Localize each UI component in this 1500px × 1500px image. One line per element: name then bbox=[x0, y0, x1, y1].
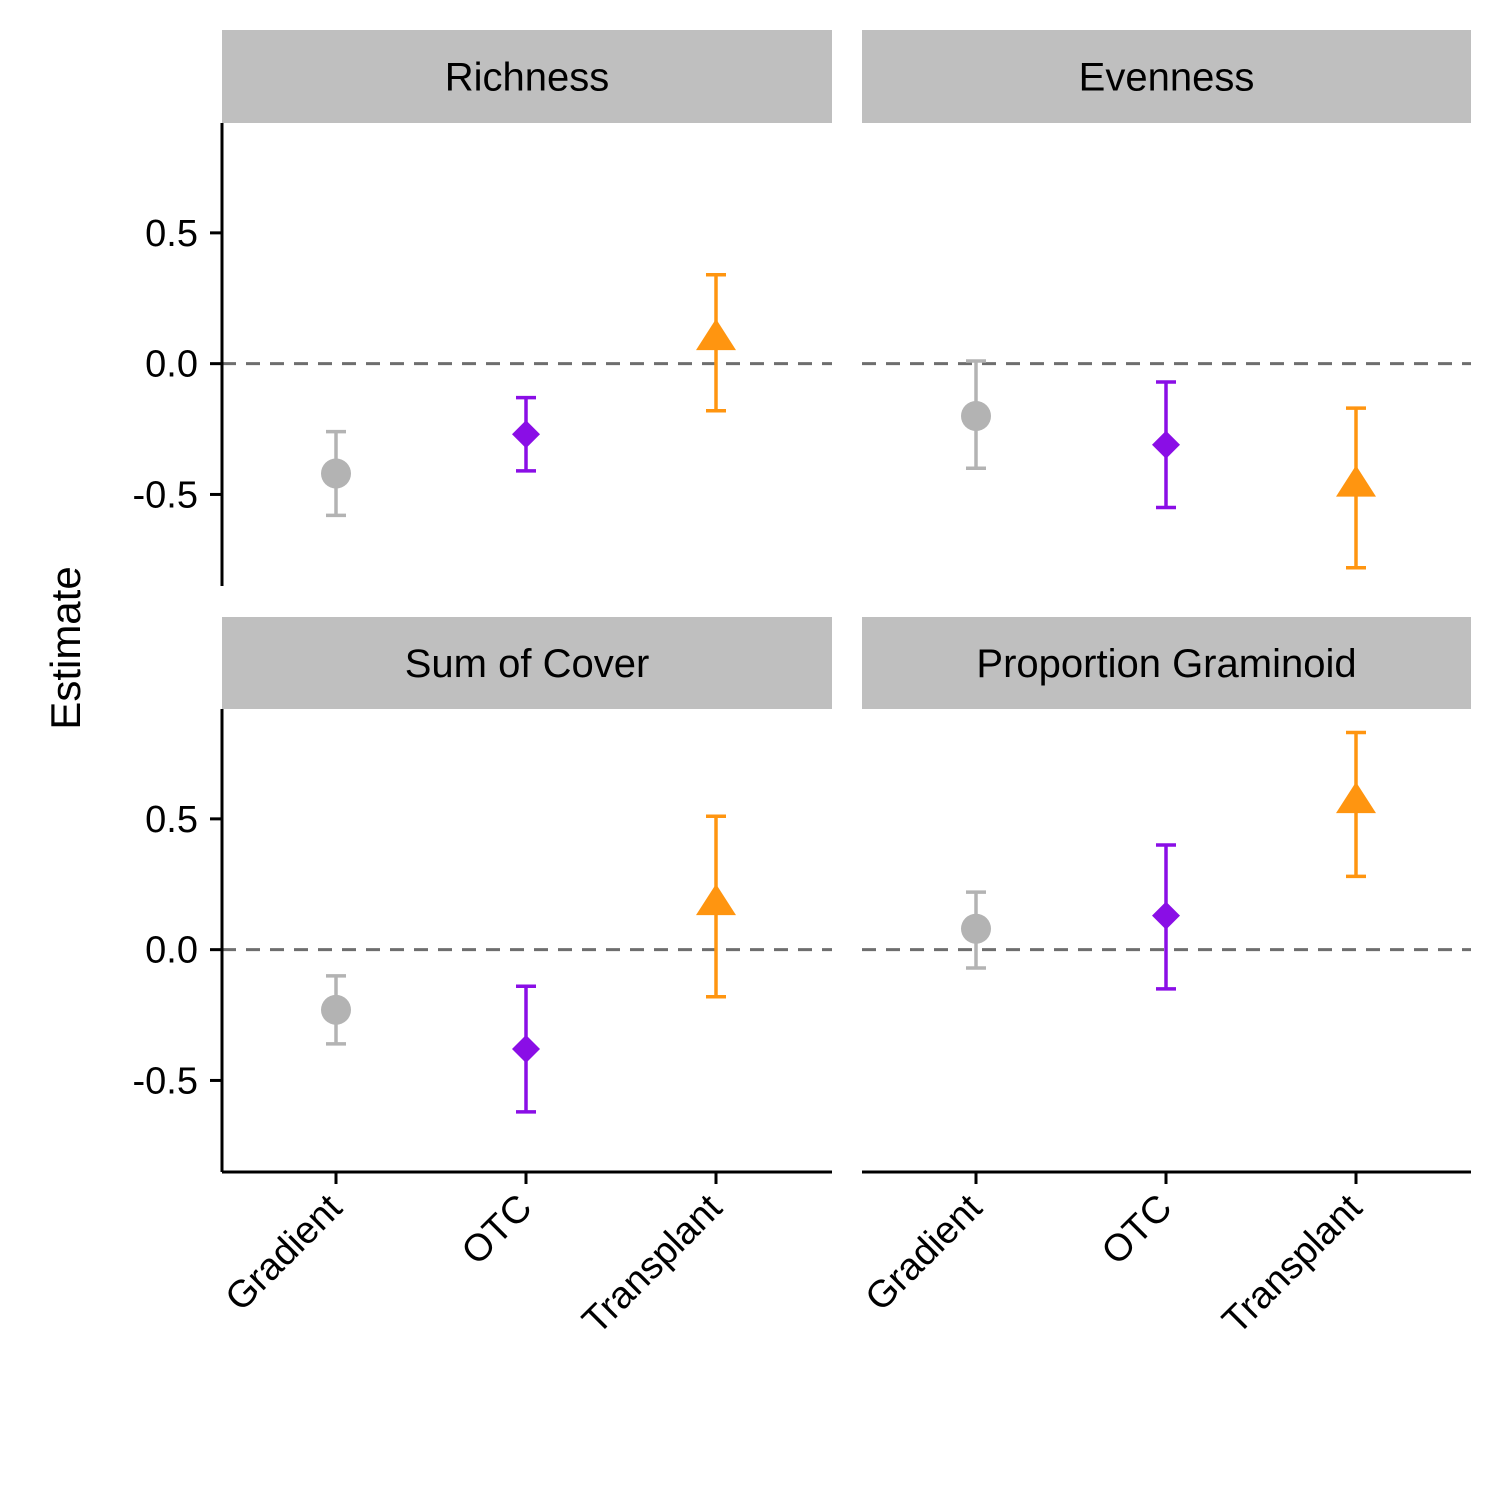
x-tick-label: OTC bbox=[1094, 1187, 1180, 1273]
panel-title: Proportion Graminoid bbox=[976, 642, 1356, 686]
panel-strip bbox=[222, 617, 832, 709]
y-tick-label: 0.0 bbox=[145, 344, 198, 386]
point-gradient bbox=[961, 400, 991, 431]
panel-richness: Richness -0.5 0.0 0.5 bbox=[133, 30, 832, 586]
panel-title: Richness bbox=[445, 56, 610, 100]
point-transplant bbox=[1336, 465, 1376, 497]
point-otc bbox=[1152, 430, 1180, 459]
point-otc bbox=[512, 420, 540, 449]
x-tick-label: OTC bbox=[454, 1187, 540, 1273]
y-tick-label: 0.0 bbox=[145, 930, 198, 972]
x-tick-label: Gradient bbox=[218, 1186, 351, 1319]
point-otc bbox=[1152, 901, 1180, 930]
panel-title: Sum of Cover bbox=[405, 642, 650, 686]
x-tick-label: Transplant bbox=[1215, 1186, 1371, 1342]
panel-proportion-graminoid: Proportion Graminoid Gradient OTC Transplan… bbox=[858, 617, 1471, 1342]
panel-strip bbox=[862, 30, 1471, 123]
y-axis-title: Estimate bbox=[42, 566, 89, 729]
point-transplant bbox=[696, 883, 736, 916]
y-tick-label: 0.5 bbox=[145, 799, 198, 841]
panels-group: Richness -0.5 0.0 0.5 Evenness Sum of Cover -0… bbox=[133, 30, 1471, 1342]
panel-sum-of-cover: Sum of Cover -0.5 0.0 0.5 Gradient OTC Transpl… bbox=[133, 617, 832, 1342]
x-tick-label: Transplant bbox=[575, 1186, 731, 1342]
y-tick-label: -0.5 bbox=[133, 1060, 198, 1102]
point-gradient bbox=[321, 994, 351, 1025]
point-transplant bbox=[696, 318, 736, 351]
panel-evenness: Evenness bbox=[862, 30, 1471, 570]
y-tick-label: 0.5 bbox=[145, 213, 198, 255]
point-gradient bbox=[321, 458, 351, 489]
panel-strip bbox=[222, 30, 832, 123]
point-gradient bbox=[961, 913, 991, 944]
point-transplant bbox=[1336, 781, 1376, 814]
y-tick-label: -0.5 bbox=[133, 474, 198, 516]
panel-strip bbox=[862, 617, 1471, 709]
panel-title: Evenness bbox=[1079, 56, 1255, 100]
x-tick-label: Gradient bbox=[858, 1186, 991, 1319]
point-otc bbox=[512, 1035, 540, 1064]
